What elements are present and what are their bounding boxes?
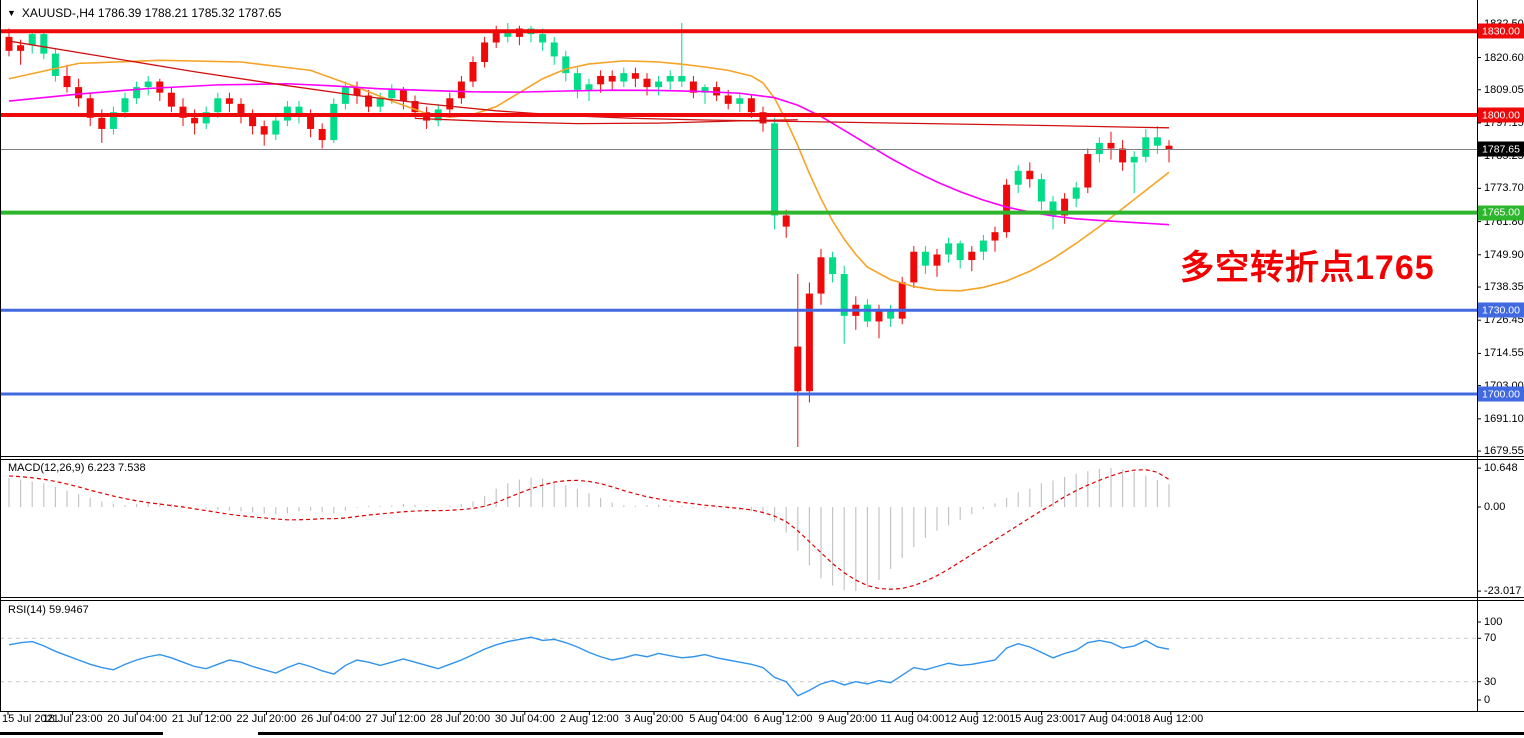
symbol-info-bar[interactable]: ▼ XAUUSD-,H4 1786.39 1788.21 1785.32 1787… <box>7 6 281 20</box>
time-axis-label: 28 Jul 20:00 <box>430 713 491 725</box>
price-axis-tick-label: 1809.05 <box>1484 83 1524 96</box>
symbol-dropdown-icon[interactable]: ▼ <box>7 8 16 18</box>
time-axis-label: 20 Jul 04:00 <box>107 713 168 725</box>
current-price-badge: 1787.65 <box>1478 141 1524 157</box>
time-axis-label: 9 Aug 20:00 <box>818 713 878 725</box>
time-axis-label: 11 Aug 04:00 <box>880 713 945 725</box>
time-axis-label: 3 Aug 20:00 <box>624 713 684 725</box>
price-level-badge-1700.00: 1700.00 <box>1478 386 1524 402</box>
price-axis-tick-label: 1691.10 <box>1484 412 1524 425</box>
axis-tick-marks <box>1477 23 1481 701</box>
price-level-badge-1765.00: 1765.00 <box>1478 205 1524 221</box>
horizontal-level-lines <box>0 29 1477 396</box>
pane-borders <box>0 0 1524 715</box>
price-level-badge-1800.00: 1800.00 <box>1478 107 1524 123</box>
price-level-badge-1730.00: 1730.00 <box>1478 302 1524 318</box>
time-axis-label: 5 Aug 04:00 <box>689 713 748 725</box>
price-axis-tick-label: 1679.55 <box>1484 445 1524 458</box>
price-axis-tick-label: 1738.35 <box>1484 281 1524 293</box>
bottom-edge-bar <box>258 732 1524 735</box>
price-level-badge-1830.00: 1830.00 <box>1478 23 1524 39</box>
ma-slow-darkred <box>8 40 1170 129</box>
macd-axis-tick-label: 0.00 <box>1484 501 1506 513</box>
macd-histogram <box>8 468 1170 592</box>
bottom-edge-bar <box>0 732 163 735</box>
rsi-axis-tick-label: 70 <box>1484 632 1497 645</box>
time-axis-label: 6 Aug 12:00 <box>753 713 813 725</box>
macd-axis-tick-label: -23.017 <box>1484 585 1522 598</box>
price-axis-tick-label: 1773.70 <box>1484 182 1524 195</box>
rsi-axis-tick-label: 0 <box>1484 694 1491 706</box>
macd-signal-line <box>8 469 1170 590</box>
rsi-level-lines <box>0 637 1477 683</box>
macd-indicator-label: MACD(12,26,9) 6.223 7.538 <box>8 462 146 474</box>
rsi-axis-tick-label: 30 <box>1484 675 1497 688</box>
macd-axis-tick-label: 10.648 <box>1484 462 1518 475</box>
price-axis-tick-label: 1714.55 <box>1484 347 1524 360</box>
price-axis-tick-label: 1749.90 <box>1484 248 1524 261</box>
time-axis-label: 18 Jul 23:00 <box>42 713 103 725</box>
time-axis-label: 17 Aug 04:00 <box>1073 713 1139 725</box>
chart-annotation-text: 多空转折点1765 <box>1180 249 1435 287</box>
rsi-indicator-label: RSI(14) 59.9467 <box>8 604 89 616</box>
rsi-axis-tick-label: 100 <box>1484 616 1503 628</box>
time-axis-label: 27 Jul 12:00 <box>365 713 426 725</box>
time-axis-label: 15 Jul 2021 <box>2 713 59 725</box>
symbol-ohlc-text: XAUUSD-,H4 1786.39 1788.21 1785.32 1787.… <box>21 6 282 20</box>
time-axis-label: 21 Jul 12:00 <box>171 713 232 725</box>
ma-medium-magenta <box>8 82 1170 226</box>
time-axis-label: 2 Aug 12:00 <box>560 713 619 725</box>
time-axis-label: 22 Jul 20:00 <box>236 713 297 725</box>
ma-slow2-darkred <box>414 117 798 125</box>
time-axis-label: 15 Aug 23:00 <box>1009 713 1075 725</box>
rsi-line <box>8 636 1170 697</box>
time-axis-label: 18 Aug 12:00 <box>1138 713 1204 725</box>
time-axis-label: 12 Aug 12:00 <box>944 713 1010 725</box>
price-axis-tick-label: 1820.60 <box>1484 51 1524 64</box>
time-axis-label: 26 Jul 04:00 <box>301 713 361 725</box>
time-axis-label: 30 Jul 04:00 <box>494 713 555 725</box>
